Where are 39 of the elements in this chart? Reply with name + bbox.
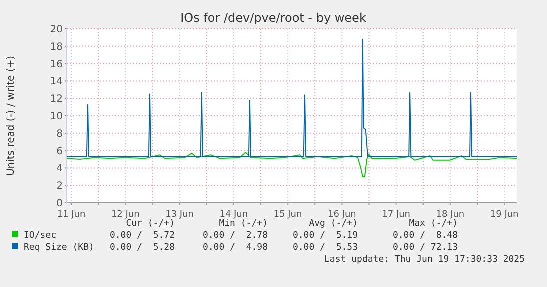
text: Min (-/+) (219, 219, 268, 229)
x-tick-label: 14 Jun (220, 210, 248, 220)
y-tick-label: 18 (50, 42, 63, 53)
x-tick-label: 11 Jun (57, 210, 86, 220)
text: Last update: Thu Jun 19 17:30:33 2025 (324, 255, 525, 265)
y-tick-label: 2 (56, 181, 63, 192)
text: Cur (-/+) (126, 219, 175, 229)
y-tick-label: 6 (56, 146, 63, 158)
y-tick-label: 14 (50, 76, 63, 88)
x-tick-label: 12 Jun (111, 210, 140, 220)
y-tick-label: 20 (50, 24, 63, 36)
legend-label: Req Size (KB) (24, 243, 94, 253)
x-tick-label: 13 Jun (166, 210, 194, 220)
y-tick-label: 4 (56, 164, 63, 175)
text: 0.00 / 4.98 (202, 243, 268, 253)
line-series (66, 152, 518, 178)
x-tick-label: 19 Jun (490, 210, 519, 220)
y-tick-label: 10 (50, 112, 63, 122)
y-tick-label: 8 (56, 128, 63, 140)
y-tick-label: 12 (50, 94, 63, 106)
x-tick-label: 16 Jun (328, 210, 356, 220)
y-axis-title: Units read (-) / write (+) (6, 56, 17, 176)
x-tick-label: 17 Jun (382, 210, 411, 220)
x-tick-label: 15 Jun (274, 210, 302, 220)
text: 0.00 / 72.13 (392, 243, 458, 253)
text: 0.00 / 2.78 (202, 231, 268, 241)
x-tick-label: 18 Jun (436, 210, 465, 220)
text: 0.00 / 5.28 (110, 243, 175, 253)
text: 0.00 / 8.48 (392, 231, 458, 241)
line-series (66, 38, 518, 158)
text: Max (-/+) (409, 219, 458, 229)
y-tick-label: 16 (50, 59, 63, 70)
chart-title: IOs for /dev/pve/root - by week (180, 11, 366, 25)
text: 0.00 / 5.72 (110, 231, 175, 241)
text: 0.00 / 5.53 (292, 243, 358, 253)
text: 0.00 / 5.19 (292, 231, 358, 241)
text: Avg (-/+) (309, 219, 358, 229)
y-tick-label: 0 (56, 198, 63, 210)
legend-label: IO/sec (24, 231, 57, 241)
